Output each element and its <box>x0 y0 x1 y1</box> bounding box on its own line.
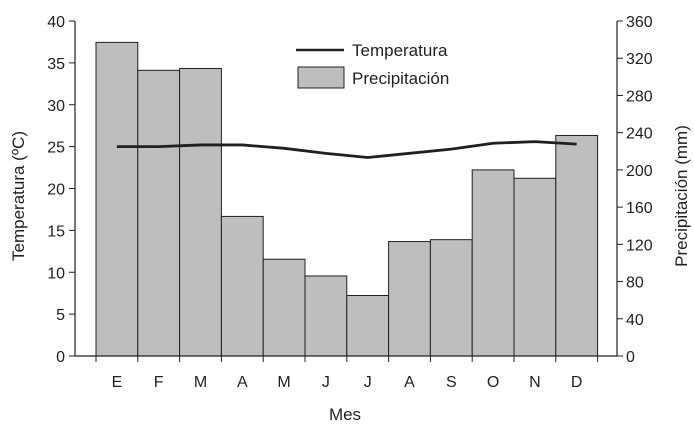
precipitation-bar <box>471 169 515 357</box>
y-left-tick-label: 15 <box>47 223 65 240</box>
y-right-tick-label: 360 <box>626 14 653 31</box>
y-axis-left-title: Temperatura (ºC) <box>9 131 28 261</box>
precipitation-bar <box>346 295 390 357</box>
precipitation-bar <box>95 41 139 357</box>
temperature-line-layer <box>116 140 577 159</box>
y-right-tick-label: 40 <box>626 312 644 329</box>
y-left-tick-label: 25 <box>47 140 65 157</box>
temperature-line <box>116 140 577 159</box>
x-tick-label: A <box>237 374 248 391</box>
y-left-tick-label: 0 <box>56 349 65 366</box>
y-right-tick-label: 160 <box>626 200 653 217</box>
precipitation-bar <box>220 215 264 357</box>
legend-label-temperatura: Temperatura <box>352 41 448 60</box>
x-tick-label: J <box>322 374 330 391</box>
y-left-tick-label: 30 <box>47 98 65 115</box>
x-tick-label: J <box>364 374 372 391</box>
chart-axes: 0 5 10 15 20 25 30 35 40 0 40 80 120 160 200 240 280 320 3… <box>47 14 653 391</box>
precipitation-bar <box>137 69 181 357</box>
x-tick-label: M <box>277 374 290 391</box>
y-left-tick-label: 20 <box>47 182 65 199</box>
x-tick-label: N <box>529 374 541 391</box>
precipitation-bar <box>262 258 306 357</box>
precipitation-bar <box>388 241 431 357</box>
legend-label-precipitacion: Precipitación <box>352 69 449 88</box>
y-left-tick-label: 10 <box>47 265 65 282</box>
x-tick-label: E <box>112 374 123 391</box>
x-axis-title: Mes <box>329 405 361 424</box>
x-tick-label: O <box>487 374 499 391</box>
precipitation-bar <box>429 239 473 357</box>
x-tick-label: D <box>571 374 583 391</box>
x-tick-label: F <box>154 374 164 391</box>
y-left-tick-label: 35 <box>47 56 65 73</box>
x-tick-label: A <box>404 374 415 391</box>
x-tick-label: M <box>194 374 207 391</box>
y-right-tick-label: 0 <box>626 349 635 366</box>
precipitation-bar <box>555 134 599 357</box>
precipitation-bar <box>513 177 557 357</box>
y-right-tick-label: 80 <box>626 275 644 292</box>
precipitation-bar <box>179 67 222 357</box>
legend-bar-swatch <box>297 66 345 89</box>
precipitation-bars <box>95 41 599 357</box>
y-right-tick-label: 120 <box>626 237 653 254</box>
y-right-tick-label: 320 <box>626 51 653 68</box>
y-right-tick-label: 200 <box>626 163 653 180</box>
y-right-tick-label: 240 <box>626 126 653 143</box>
y-right-tick-label: 280 <box>626 88 653 105</box>
legend: Temperatura Precipitación <box>296 41 449 89</box>
precipitation-bar <box>304 275 348 357</box>
y-left-tick-label: 5 <box>56 307 65 324</box>
y-axis-right-title: Precipitación (mm) <box>672 125 691 267</box>
y-left-tick-label: 40 <box>47 14 65 31</box>
x-tick-label: S <box>446 374 457 391</box>
